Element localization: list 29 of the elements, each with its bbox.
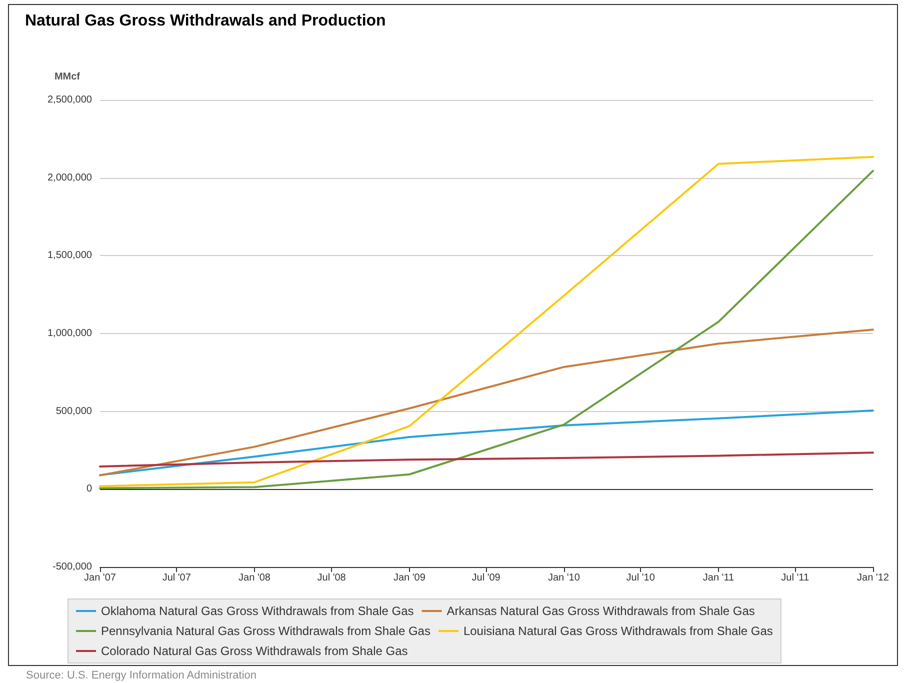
x-tick-label: Jul '08 [317,572,346,584]
legend-label: Pennsylvania Natural Gas Gross Withdrawals from Shale Gas [101,624,430,638]
x-tick-label: Jan '11 [702,572,735,584]
chart-title: Natural Gas Gross Withdrawals and Production [25,12,386,30]
x-tick-label: Jul '11 [781,572,810,584]
legend-label: Colorado Natural Gas Gross Withdrawals from Shale Gas [101,644,408,658]
y-tick-label: 2,500,000 [48,94,92,106]
x-tick-label: Jul '07 [162,572,192,584]
line-series [99,328,874,476]
line-series [99,410,874,476]
x-tick-label: Jan '08 [238,572,271,584]
y-tick-label: 1,000,000 [48,328,92,339]
x-tick-label: Jan '07 [84,572,116,584]
x-tick-label: Jul '10 [626,572,656,584]
line-series [99,452,874,468]
y-tick-label: 2,000,000 [48,172,92,184]
legend-label: Oklahoma Natural Gas Gross Withdrawals from Shale Gas [101,604,414,618]
y-tick-label: 0 [86,484,92,495]
y-axis-title: MMcf [54,72,81,82]
y-tick-label: 1,500,000 [48,250,92,262]
x-tick-label: Jan '12 [857,572,890,584]
x-tick-label: Jan '10 [548,572,580,584]
y-tick-label: 500,000 [56,406,92,417]
source-note: Source: U.S. Energy Information Administration [26,670,256,682]
legend-label: Louisiana Natural Gas Gross Withdrawals from Shale Gas [463,624,773,638]
y-tick-label: -500,000 [52,562,92,572]
legend-label: Arkansas Natural Gas Gross Withdrawals from Shale Gas [446,604,755,618]
x-tick-label: Jan '09 [393,572,426,584]
x-tick-label: Jul '09 [472,572,501,584]
